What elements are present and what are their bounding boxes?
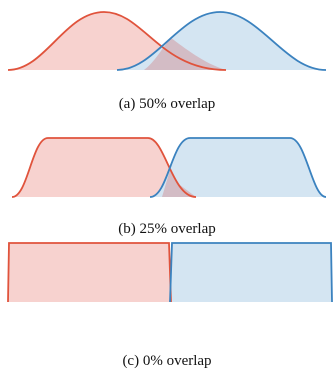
panel-b-blue-fill bbox=[150, 138, 326, 197]
panel-a-red-curve bbox=[7, 11, 227, 71]
panel-b-caption: (b) 25% overlap bbox=[118, 221, 215, 237]
panel-a-blue-curve bbox=[116, 11, 327, 71]
panel-b-overlap-fill bbox=[162, 170, 196, 197]
panel-c: (c) 0% overlap bbox=[7, 242, 333, 369]
panel-a-caption: (a) 50% overlap bbox=[119, 96, 216, 112]
panel-c-red-fill bbox=[8, 243, 171, 302]
panel-c-red-curve bbox=[7, 242, 172, 303]
panel-c-blue-curve bbox=[169, 242, 333, 303]
panel-b-blue-curve bbox=[149, 137, 327, 198]
panel-b-red-curve bbox=[11, 137, 197, 198]
panel-c-blue-fill bbox=[171, 243, 331, 302]
panel-c-caption: (c) 0% overlap bbox=[122, 353, 211, 369]
panel-a: (a) 50% overlap bbox=[7, 11, 327, 112]
panel-b-red-fill bbox=[12, 138, 196, 197]
panel-a-overlap-fill bbox=[144, 38, 226, 70]
panel-b: (b) 25% overlap bbox=[11, 137, 327, 237]
